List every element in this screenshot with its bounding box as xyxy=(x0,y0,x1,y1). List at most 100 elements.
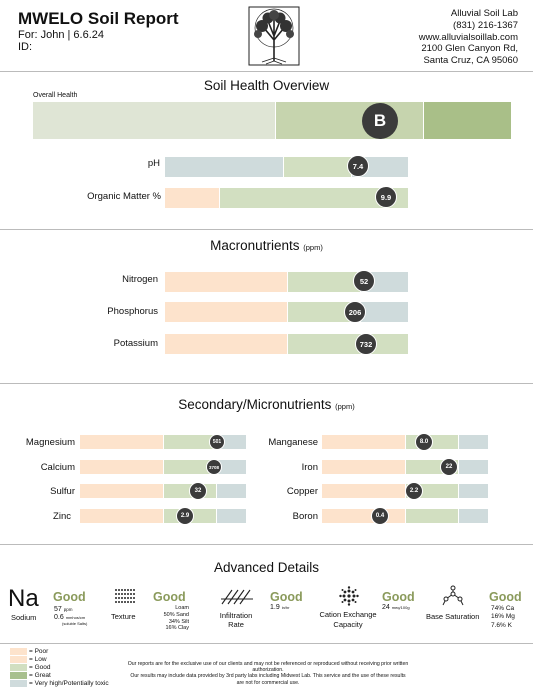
legend-swatch xyxy=(10,664,27,671)
sodium-ppm: 57 ppm xyxy=(54,606,73,613)
sodium-salts: 0.6 mmhos/cm xyxy=(54,614,85,621)
divider xyxy=(0,643,533,644)
phosphorus-value-badge: 206 xyxy=(344,301,366,323)
texture-sand: 50% Sand xyxy=(163,611,189,618)
zinc-label: Zinc xyxy=(53,511,71,522)
calcium-bar xyxy=(80,460,246,474)
legend-low: = Low xyxy=(10,656,109,664)
lab-phone: (831) 216-1367 xyxy=(453,19,518,31)
base-saturation-ca: 74% Ca xyxy=(491,605,515,612)
manganese-label: Manganese xyxy=(268,437,318,448)
cec-label-line1: Cation Exchange xyxy=(319,610,377,619)
texture-label: Texture xyxy=(111,612,136,621)
potassium-label: Potassium xyxy=(113,338,158,349)
infiltration-icon xyxy=(221,589,253,605)
legend-good: = Good xyxy=(10,664,109,672)
macro-unit: (ppm) xyxy=(303,243,323,252)
infiltration-rating: Good xyxy=(270,590,303,604)
potassium-value-badge: 732 xyxy=(355,333,377,355)
boron-value-badge: 0.4 xyxy=(371,507,389,525)
cec-label: Cation Exchange Capacity xyxy=(314,610,382,629)
sulfur-label: Sulfur xyxy=(50,486,75,497)
sodium-ppm-unit: ppm xyxy=(63,607,73,612)
ph-label: pH xyxy=(147,158,160,169)
overall-health-bar xyxy=(33,102,511,139)
cec-value: 24 meq/100g xyxy=(382,604,410,611)
section-title-overview: Soil Health Overview xyxy=(203,78,330,93)
lab-website: www.alluvialsoillab.com xyxy=(418,31,518,43)
tree-logo-icon xyxy=(248,6,300,66)
texture-silt: 34% Silt xyxy=(168,618,189,625)
ph-bar xyxy=(165,157,408,177)
base-saturation-rating: Good xyxy=(489,590,522,604)
lab-address-line1: 2100 Glen Canyon Rd, xyxy=(421,43,518,55)
phosphorus-label: Phosphorus xyxy=(107,306,158,317)
legend-great: = Great xyxy=(10,672,109,680)
infiltration-unit: in/hr xyxy=(281,605,290,610)
disclaimer: Our reports are for the exclusive use of… xyxy=(118,661,418,686)
infiltration-label-line2: Rate xyxy=(228,620,244,629)
sodium-ppm-value: 57 xyxy=(54,606,62,613)
sulfur-value-badge: 32 xyxy=(189,482,207,500)
rating-legend: = Poor = Low = Good = Great = Very high/… xyxy=(10,648,109,688)
divider xyxy=(0,229,533,230)
texture-clay: 16% Clay xyxy=(165,625,189,632)
organic-matter-label: Organic Matter % xyxy=(87,191,161,202)
ph-value-badge: 7.4 xyxy=(347,155,369,177)
divider xyxy=(0,383,533,384)
lab-info: Alluvial Soil Lab (831) 216-1367 www.all… xyxy=(419,8,518,67)
sodium-salts-unit: mmhos/cm xyxy=(65,615,86,620)
base-saturation-breakdown: 74% Ca 16% Mg 7.6% K xyxy=(491,605,515,630)
organic-matter-value-badge: 9.9 xyxy=(375,186,397,208)
legend-swatch xyxy=(10,648,27,655)
cation-exchange-icon xyxy=(339,586,359,606)
cec-unit: meq/100g xyxy=(391,605,410,610)
disclaimer-line2: Our results may include data provided by… xyxy=(130,673,406,680)
id-line: ID: xyxy=(18,41,33,53)
organic-matter-bar xyxy=(165,188,408,208)
overall-grade-badge: B xyxy=(362,103,398,139)
base-saturation-mg: 16% Mg xyxy=(491,613,515,621)
texture-class: Loam xyxy=(175,605,189,611)
nitrogen-value-badge: 52 xyxy=(353,270,375,292)
legend-swatch xyxy=(10,680,27,687)
iron-bar xyxy=(322,460,488,474)
divider xyxy=(0,544,533,545)
potassium-bar xyxy=(165,334,408,354)
magnesium-label: Magnesium xyxy=(25,437,75,448)
sodium-label: Sodium xyxy=(11,613,37,622)
iron-label: Iron xyxy=(301,462,318,473)
legend-swatch xyxy=(10,656,27,663)
overall-health-label: Overall Health xyxy=(33,92,78,99)
disclaimer-line3: are not for commercial use. xyxy=(236,679,300,686)
micro-title: Secondary/Micronutrients xyxy=(178,397,332,412)
calcium-value-badge: 3708 xyxy=(206,459,222,475)
legend-very-high: = Very high/Potentially toxic xyxy=(10,680,109,688)
texture-layers-icon xyxy=(115,589,136,603)
legend-swatch xyxy=(10,672,27,679)
calcium-label: Calcium xyxy=(40,462,75,473)
nitrogen-label: Nitrogen xyxy=(122,274,158,285)
cec-label-line2: Capacity xyxy=(333,619,363,629)
infiltration-label: Infiltration Rate xyxy=(217,611,255,629)
section-title-macronutrients: Macronutrients (ppm) xyxy=(0,238,533,253)
base-saturation-label: Base Saturation xyxy=(426,612,480,621)
divider xyxy=(0,71,533,72)
sodium-salts-note: (soluble Salts) xyxy=(62,621,88,626)
boron-label: Boron xyxy=(292,511,318,522)
infiltration-value: 1.9 in/hr xyxy=(270,604,289,611)
client-line: For: John | 6.6.24 xyxy=(18,29,105,41)
disclaimer-line1: Our reports are for the exclusive use of… xyxy=(127,661,409,674)
zinc-value-badge: 2.9 xyxy=(176,507,194,525)
sodium-salts-value: 0.6 xyxy=(54,614,64,621)
phosphorus-bar xyxy=(165,302,408,322)
legend-poor: = Poor xyxy=(10,648,109,656)
section-title-micronutrients: Secondary/Micronutrients (ppm) xyxy=(0,397,533,412)
manganese-bar xyxy=(322,435,488,449)
base-saturation-k: 7.6% K xyxy=(491,621,512,629)
base-saturation-molecule-icon xyxy=(442,585,464,606)
sodium-symbol: Na xyxy=(8,585,39,612)
magnesium-value-badge: 501 xyxy=(209,434,225,450)
copper-value-badge: 2.2 xyxy=(405,482,423,500)
boron-bar xyxy=(322,509,488,523)
